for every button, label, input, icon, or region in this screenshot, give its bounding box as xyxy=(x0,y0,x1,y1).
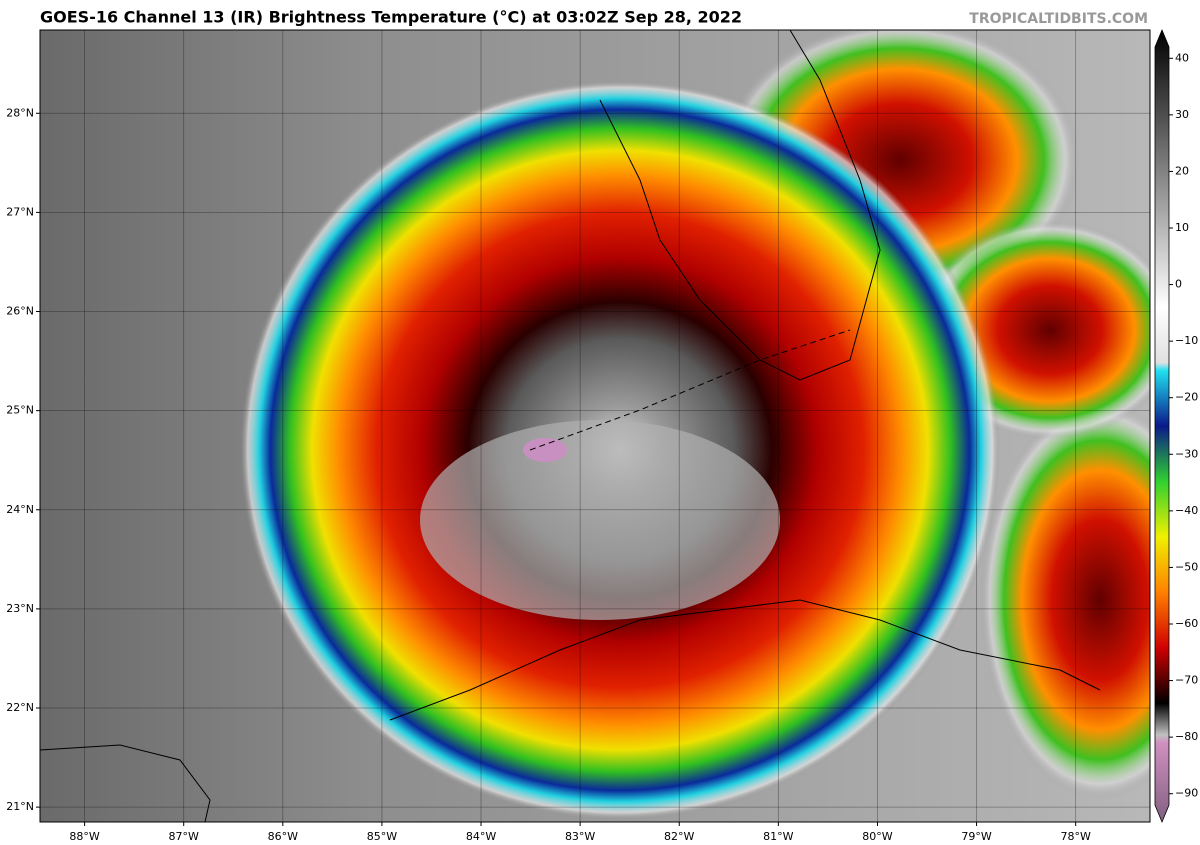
colorbar-tick-label: −20 xyxy=(1175,391,1198,404)
colorbar-tick-label: 30 xyxy=(1175,108,1189,121)
colorbar-tick-label: 20 xyxy=(1175,164,1189,177)
x-tick-label: 83°W xyxy=(565,830,595,843)
watermark: TROPICALTIDBITS.COM xyxy=(969,11,1148,27)
x-tick-label: 82°W xyxy=(664,830,694,843)
title: GOES-16 Channel 13 (IR) Brightness Tempe… xyxy=(40,8,742,27)
colorbar-tick-label: −70 xyxy=(1175,674,1198,687)
x-tick-label: 87°W xyxy=(169,830,199,843)
colorbar-tick-label: −40 xyxy=(1175,504,1198,517)
x-tick-label: 88°W xyxy=(69,830,99,843)
x-tick-label: 81°W xyxy=(763,830,793,843)
x-tick-label: 84°W xyxy=(466,830,496,843)
colorbar-tick-label: −80 xyxy=(1175,730,1198,743)
x-tick-label: 78°W xyxy=(1060,830,1090,843)
x-tick-label: 80°W xyxy=(862,830,892,843)
colorbar-tick-label: −10 xyxy=(1175,334,1198,347)
y-tick-label: 28°N xyxy=(6,106,34,119)
colorbar-tick-label: −60 xyxy=(1175,617,1198,630)
colorbar-tick-label: −90 xyxy=(1175,787,1198,800)
satellite-image xyxy=(40,30,1150,822)
y-tick-label: 25°N xyxy=(6,404,34,417)
y-tick-label: 21°N xyxy=(6,800,34,813)
y-tick-label: 22°N xyxy=(6,701,34,714)
y-tick-label: 27°N xyxy=(6,205,34,218)
x-tick-label: 86°W xyxy=(268,830,298,843)
y-tick-label: 24°N xyxy=(6,503,34,516)
y-tick-label: 26°N xyxy=(6,305,34,318)
colorbar-tick-label: 10 xyxy=(1175,221,1189,234)
colorbar-tick-label: 0 xyxy=(1175,278,1182,291)
x-tick-label: 85°W xyxy=(367,830,397,843)
colorbar-tick-label: −50 xyxy=(1175,560,1198,573)
y-tick-label: 23°N xyxy=(6,602,34,615)
map-frame xyxy=(39,29,1151,823)
x-tick-label: 79°W xyxy=(961,830,991,843)
colorbar xyxy=(1154,28,1170,824)
colorbar-tick-label: 40 xyxy=(1175,51,1189,64)
colorbar-tick-label: −30 xyxy=(1175,447,1198,460)
